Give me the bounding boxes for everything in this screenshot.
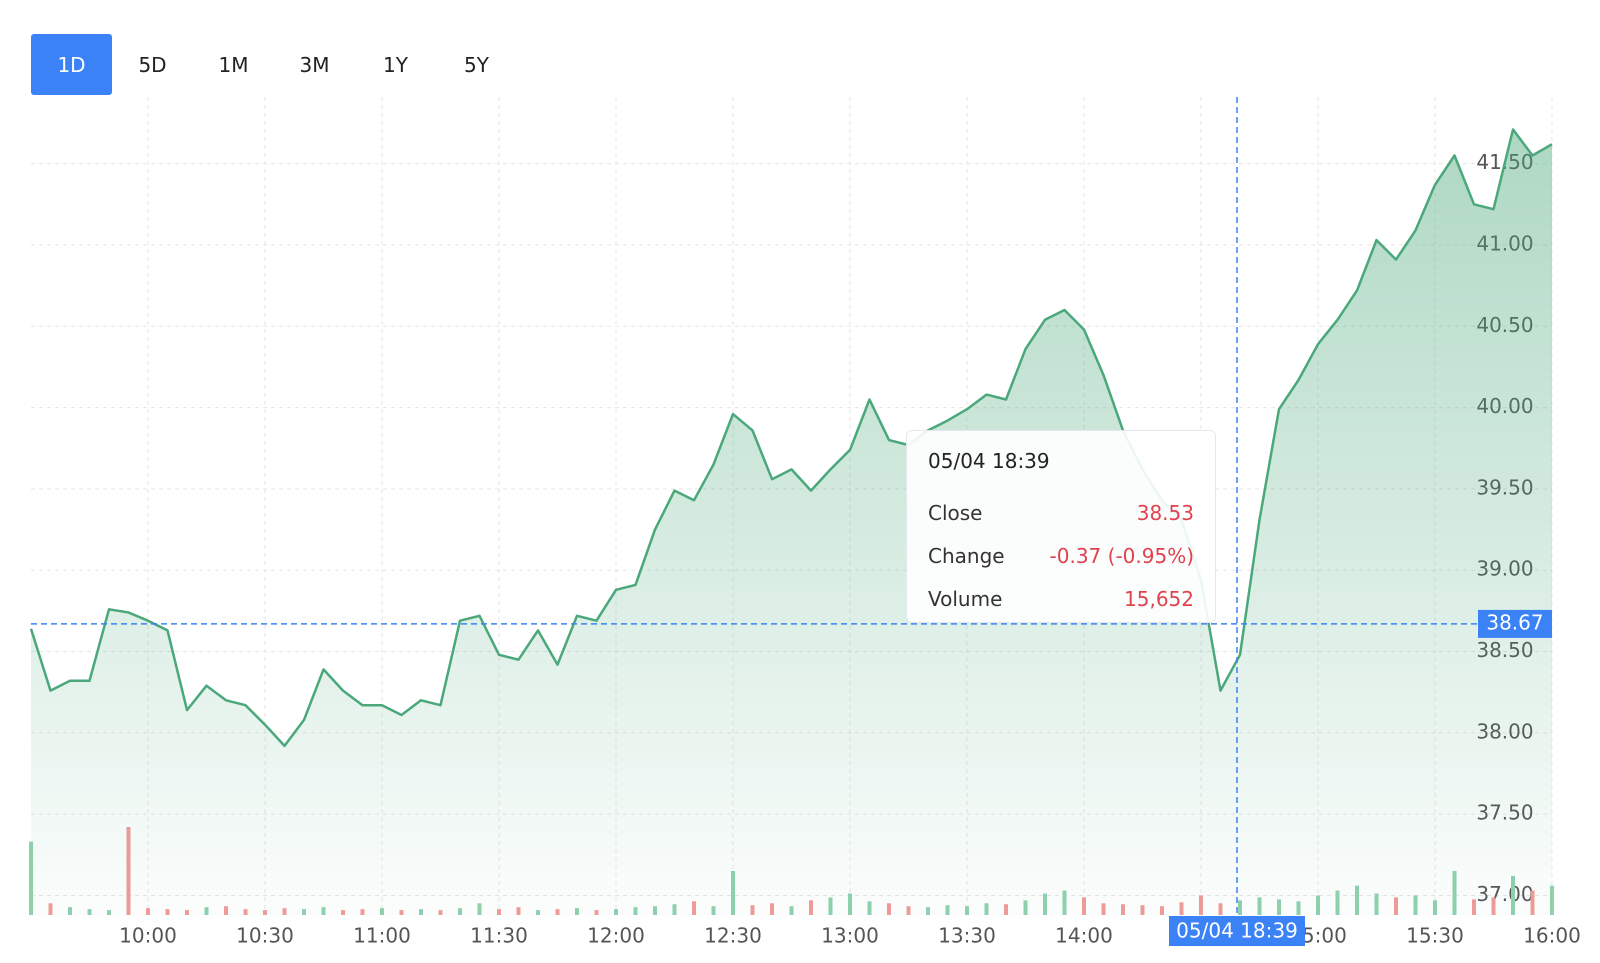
- tooltip-row: Close 38.53: [928, 491, 1194, 534]
- range-button[interactable]: 5D: [112, 34, 193, 95]
- range-button[interactable]: 1D: [31, 34, 112, 95]
- x-tick-label: 10:30: [236, 924, 294, 948]
- tooltip-row: Volume 15,652: [928, 577, 1194, 620]
- x-tick-label: 13:30: [938, 924, 996, 948]
- tooltip-label: Close: [928, 500, 983, 525]
- tooltip-value: 38.53: [1136, 500, 1194, 525]
- tooltip-row: Change -0.37 (-0.95%): [928, 534, 1194, 577]
- x-tick-label: 11:00: [353, 924, 411, 948]
- range-button[interactable]: 3M: [274, 34, 355, 95]
- crosshair-time-label: 05/04 18:39: [1176, 919, 1298, 943]
- tooltip-label: Change: [928, 543, 1005, 568]
- range-button[interactable]: 1Y: [355, 34, 436, 95]
- tooltip-title: 05/04 18:39: [928, 449, 1050, 473]
- x-tick-label: 11:30: [470, 924, 528, 948]
- x-tick-label: 16:00: [1523, 924, 1581, 948]
- crosshair-price-label: 38.67: [1486, 610, 1543, 634]
- x-tick-label: 12:30: [704, 924, 762, 948]
- crosshair-time-box: [1169, 916, 1305, 946]
- range-button[interactable]: 5Y: [436, 34, 517, 95]
- tooltip-label: Volume: [928, 586, 1003, 611]
- x-tick-label: 10:00: [119, 924, 177, 948]
- area: [31, 129, 1552, 915]
- x-tick-label: 14:00: [1055, 924, 1113, 948]
- tooltip-value: -0.37 (-0.95%): [1049, 543, 1194, 568]
- crosshair-price-box: [1478, 609, 1552, 638]
- tooltip-value: 15,652: [1124, 586, 1194, 611]
- price-line: [29, 128, 1553, 748]
- range-buttons: 1D 5D 1M 3M 1Y 5Y: [31, 34, 517, 95]
- x-tick-label: 15:30: [1406, 924, 1464, 948]
- tooltip: 05/04 18:39 Close 38.53 Change -0.37 (-0.95…: [906, 430, 1216, 623]
- x-tick-label: 13:00: [821, 924, 879, 948]
- range-button[interactable]: 1M: [193, 34, 274, 95]
- x-tick-label: 12:00: [587, 924, 645, 948]
